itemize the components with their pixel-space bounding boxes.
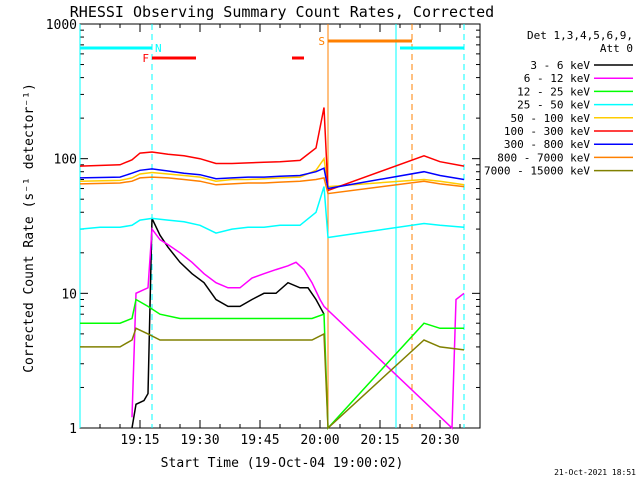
- y-axis-label: Corrected Count Rate (s⁻¹ detector⁻¹): [22, 83, 37, 373]
- x-tick-label: 19:30: [180, 433, 219, 448]
- legend-header-line1: Det 1,3,4,5,6,9,: [527, 29, 633, 42]
- legend-label: 50 - 100 keV: [511, 112, 591, 125]
- series-line: [80, 298, 464, 430]
- series-line: [79, 167, 465, 190]
- legend-header-line2: Att 0: [600, 42, 633, 55]
- series-line: [79, 107, 465, 192]
- series-line: [131, 227, 465, 430]
- legend-label: 6 - 12 keV: [524, 72, 591, 85]
- chart-title: RHESSI Observing Summary Count Rates, Co…: [70, 3, 494, 21]
- legend-label: 100 - 300 keV: [504, 125, 590, 138]
- x-tick-label: 19:15: [120, 433, 159, 448]
- x-tick-label: 20:15: [360, 433, 399, 448]
- y-tick-label: 10: [61, 287, 77, 302]
- y-tick-label: 1: [69, 422, 77, 437]
- y-tick-label: 1000: [46, 18, 77, 33]
- timestamp: 21-Oct-2021 18:51: [554, 468, 636, 477]
- x-tick-label: 19:45: [240, 433, 279, 448]
- flag-label-s: S: [318, 35, 325, 48]
- legend-label: 300 - 800 keV: [504, 138, 590, 151]
- flag-label-n: N: [155, 42, 162, 55]
- legend-label: 25 - 50 keV: [517, 99, 590, 112]
- plot-area: 1 10 100 1000 19:15 19:30 19:45 20:00 20:15 20:30…: [46, 18, 481, 448]
- series-line: [79, 186, 465, 239]
- legend-label: 800 - 7000 keV: [497, 151, 590, 164]
- legend-label: 3 - 6 keV: [530, 59, 590, 72]
- x-tick-label: 20:30: [420, 433, 459, 448]
- legend-label: 7000 - 15000 keV: [484, 165, 590, 178]
- series-line: [80, 327, 465, 430]
- x-tick-label: 20:00: [300, 433, 339, 448]
- legend-label: 12 - 25 keV: [517, 85, 590, 98]
- x-axis-label: Start Time (19-Oct-04 19:00:02): [161, 456, 404, 471]
- series-line: [79, 176, 465, 195]
- flag-label-f: F: [142, 52, 149, 65]
- y-tick-label: 100: [54, 153, 77, 168]
